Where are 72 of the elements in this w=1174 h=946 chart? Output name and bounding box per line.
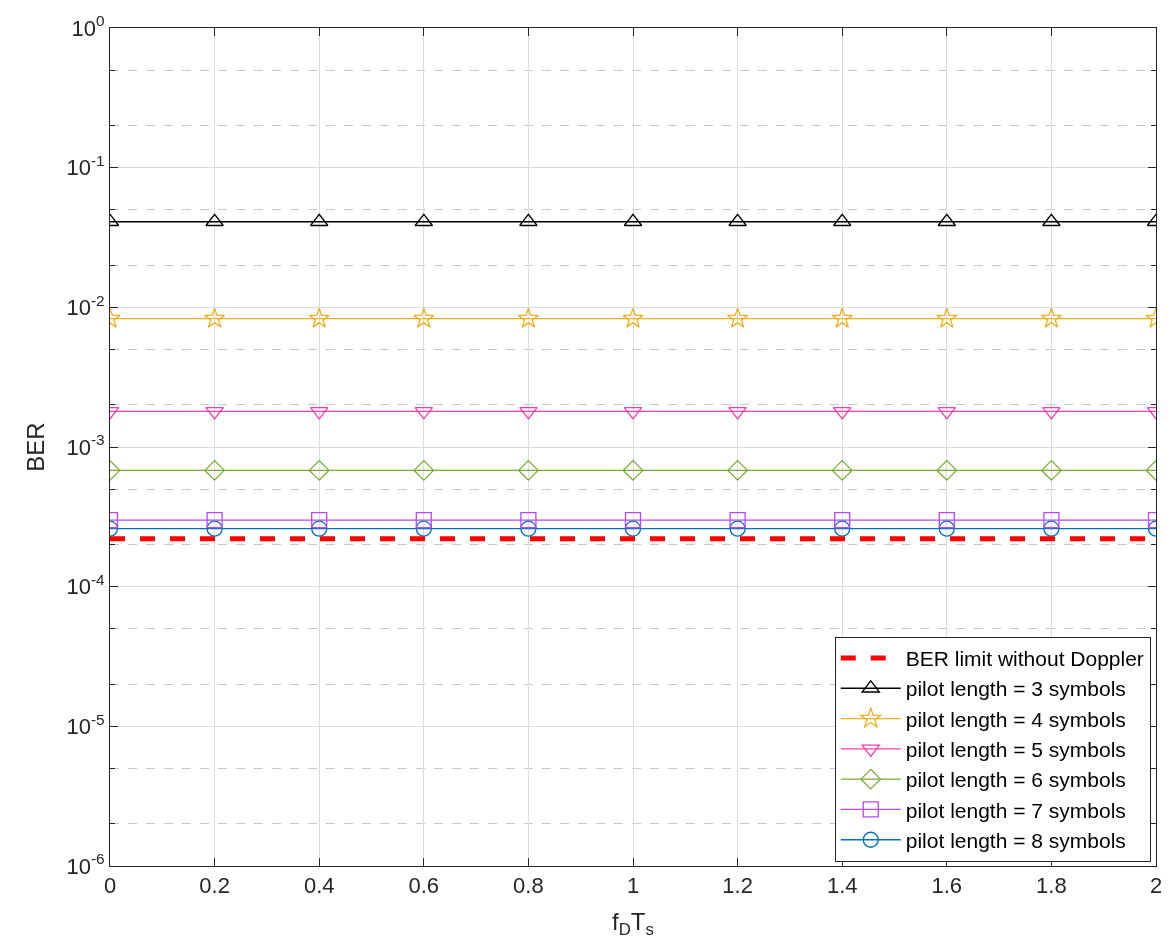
y-tick-label: 10$^{0}$ [71,12,105,41]
point [413,459,435,481]
point [520,511,537,529]
point [834,511,851,529]
x-tick-label: 1 [626,873,640,899]
point [727,459,748,481]
point [729,511,746,529]
y-tick-label: 10$^{-6}$ [66,850,105,879]
point [203,307,226,328]
point [518,459,539,481]
point [624,511,642,529]
y-tick-label: 10$^{-5}$ [66,710,105,740]
point [205,213,224,227]
point [311,511,328,529]
point [728,213,747,227]
legend-label: pilot length = 5 symbols [905,738,1126,762]
point [517,307,540,328]
point [520,520,537,537]
point [1043,520,1060,537]
point [831,459,853,481]
x-tick-label: 2 [1149,873,1163,899]
point [831,307,853,328]
point [206,511,223,529]
legend-label: BER limit without Doppler [905,647,1144,671]
point [308,307,330,328]
point [206,520,223,537]
x-tick-label: 1.4 [826,873,858,899]
point [519,213,538,227]
legend-label: pilot length = 3 symbols [905,677,1126,701]
x-axis-title: f$_{D}$T$_{s}$ [612,907,654,939]
point [1040,307,1063,328]
x-tick-label: 0.4 [303,873,335,899]
point [729,520,746,537]
point [832,213,852,227]
point [311,520,328,537]
y-tick-label: 10$^{-3}$ [66,431,105,460]
point [938,511,955,529]
point [415,511,432,529]
point [204,459,225,481]
y-tick-label: 10$^{-4}$ [66,571,106,600]
point [415,520,432,537]
x-tick-label: 0.8 [513,873,544,899]
y-tick-label: 10$^{-2}$ [66,291,105,321]
x-tick-label: 0.6 [408,873,440,899]
point [726,307,749,328]
point [624,520,642,537]
point [1042,213,1061,227]
x-tick-label: 0 [103,873,117,899]
legend-label: pilot length = 8 symbols [905,828,1126,852]
point [936,307,958,328]
x-tick-label: 0.2 [199,873,230,899]
x-tick-label: 1.8 [1036,873,1067,899]
point [936,459,958,481]
point [308,459,330,481]
point [623,213,643,227]
y-axis-title: BER [21,422,49,472]
point [309,213,329,227]
x-tick-label: 1.2 [722,873,753,899]
point [1041,459,1062,481]
legend-label: pilot length = 7 symbols [905,798,1126,822]
x-tick-label: 1.6 [931,873,963,899]
point [622,459,644,481]
legend-label: pilot length = 6 symbols [905,768,1126,792]
y-tick-label: 10$^{-1}$ [66,152,105,181]
point [413,307,435,328]
point [937,213,957,227]
point [938,520,955,537]
point [1043,511,1060,529]
point [834,520,851,537]
legend-label: pilot length = 4 symbols [905,707,1126,731]
point [622,307,644,328]
point [414,213,434,227]
